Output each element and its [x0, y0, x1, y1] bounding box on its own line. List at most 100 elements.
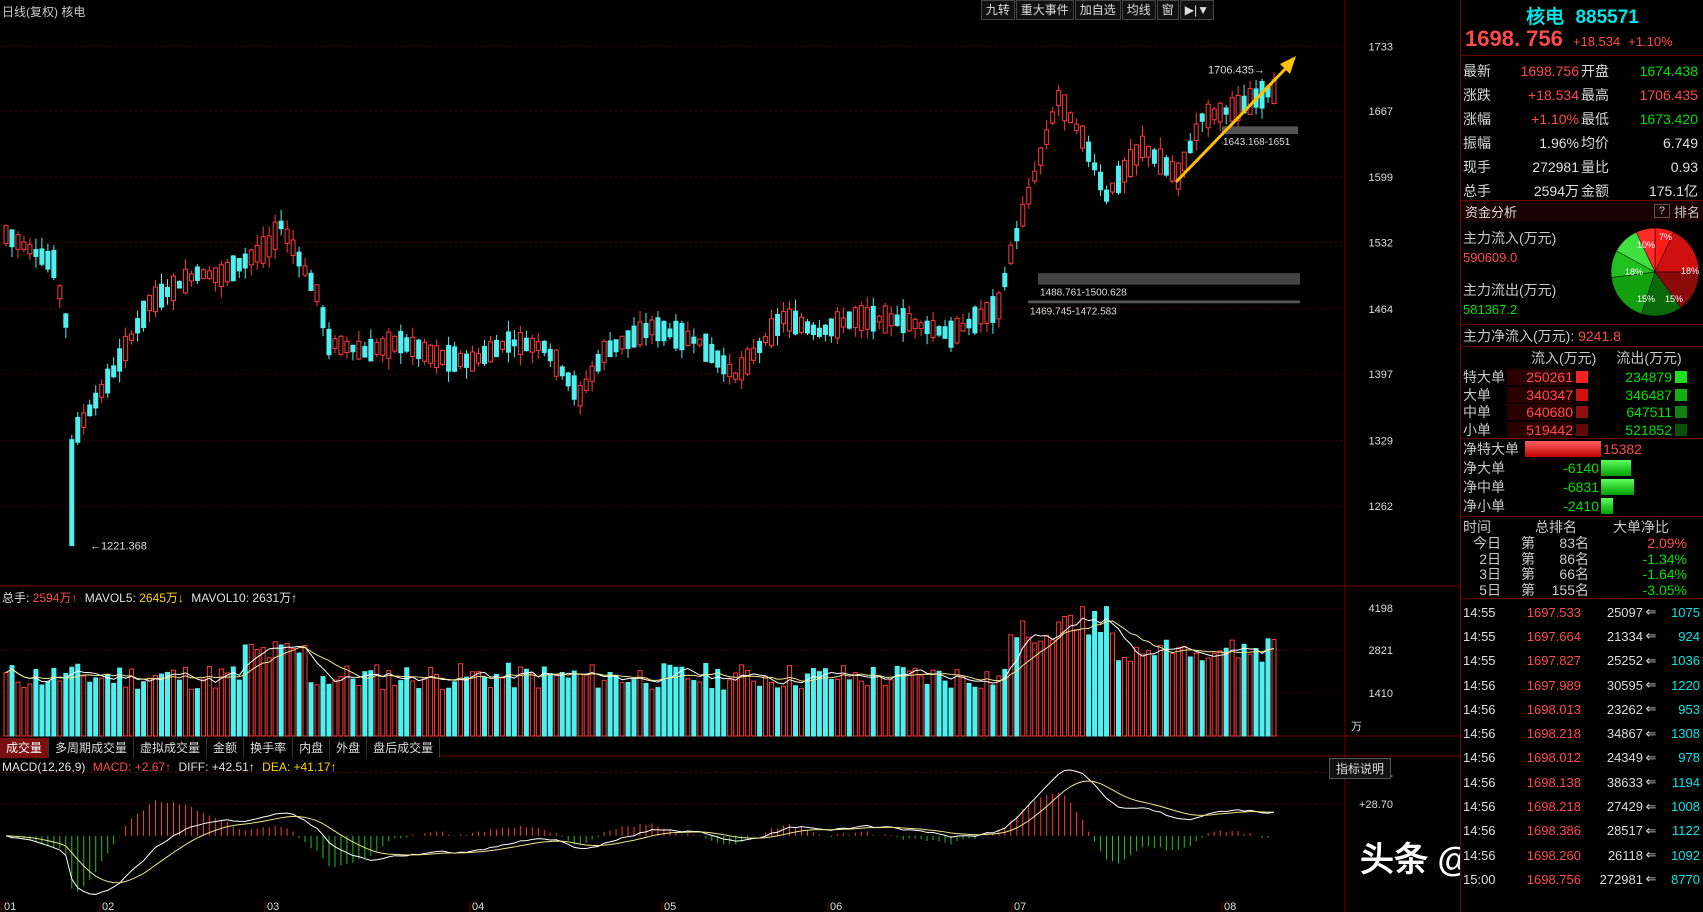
- candle-body: [810, 324, 816, 336]
- candle-body: [1229, 97, 1235, 122]
- candle-body: [410, 336, 416, 357]
- volume-bar: [649, 688, 655, 737]
- volume-bar: [356, 684, 362, 737]
- add-watchlist-button[interactable]: 加自选: [1074, 0, 1121, 20]
- candle-body: [464, 353, 470, 368]
- volume-sub-tabs: 成交量 多周期成交量 虚拟成交量 金额 换手率 内盘 外盘 盘后成交量: [0, 738, 441, 758]
- candle-body: [607, 340, 613, 358]
- candle-body: [601, 340, 607, 363]
- x-axis-label: 06: [830, 901, 842, 912]
- candle-body: [404, 337, 410, 352]
- candle-body: [1038, 147, 1044, 166]
- candle-body: [188, 273, 194, 282]
- tick-price: 1698.013: [1526, 701, 1581, 717]
- quote-value: 0.93: [1670, 159, 1698, 175]
- volume-bar: [493, 673, 499, 737]
- security-name: 核电: [1526, 7, 1565, 28]
- volume-bar: [111, 682, 117, 737]
- volume-bar: [631, 679, 637, 737]
- quote-label: 量比: [1581, 159, 1609, 175]
- total-volume-value: 2594万↑: [32, 591, 78, 605]
- tab-volume[interactable]: 成交量: [0, 738, 50, 758]
- flow-out-value: 647511: [1626, 404, 1672, 420]
- volume-bar: [105, 673, 111, 737]
- candle-body: [170, 275, 176, 302]
- candle-body: [769, 318, 775, 347]
- mavol10-line: [5, 620, 1275, 682]
- rank-prefix: 第: [1521, 581, 1535, 598]
- moving-average-button[interactable]: 均线: [1121, 0, 1156, 20]
- candle-body: [978, 308, 984, 325]
- volume-bar: [1032, 642, 1038, 737]
- candle-body: [63, 313, 69, 328]
- candle-body: [3, 225, 9, 245]
- volume-bar: [75, 663, 81, 737]
- tick-time: 14:56: [1463, 726, 1496, 742]
- help-icon[interactable]: ?: [1653, 204, 1670, 218]
- candle-body: [858, 305, 864, 331]
- volume-bar: [57, 680, 63, 737]
- tick-time: 14:55: [1463, 628, 1496, 644]
- price-header: 1698. 756 +18.534 +1.10%: [1465, 26, 1703, 52]
- volume-bar: [141, 681, 147, 737]
- candle-body: [380, 338, 386, 356]
- volume-bar: [452, 681, 458, 737]
- candle-body: [1139, 135, 1145, 159]
- volume-bar: [1044, 634, 1050, 737]
- tick-amount: 1036: [1671, 653, 1700, 669]
- candle-body: [1074, 123, 1080, 132]
- volume-bar: [972, 686, 978, 737]
- major-events-button[interactable]: 重大事件: [1015, 0, 1074, 20]
- expand-arrow-icon[interactable]: ▶|▼: [1179, 0, 1214, 20]
- chart-area[interactable]: 1733 1667 1599 1532 1464 1397 1329 1262 1488.761…: [0, 0, 1607, 912]
- volume-bar: [936, 670, 942, 737]
- tab-after-hours-volume[interactable]: 盘后成交量: [367, 738, 441, 758]
- volume-bar: [864, 685, 870, 737]
- candle-body: [87, 404, 93, 417]
- tab-virtual-volume[interactable]: 虚拟成交量: [134, 738, 208, 758]
- tick-price: 1698.218: [1526, 726, 1581, 742]
- window-button[interactable]: 窗: [1156, 0, 1179, 20]
- price-tick-label: 1733: [1369, 41, 1393, 53]
- indicator-help-button[interactable]: 指标说明: [1329, 758, 1392, 779]
- candle-body: [254, 244, 260, 263]
- volume-bar: [966, 682, 972, 737]
- tick-direction-icon: ⇐: [1645, 871, 1657, 887]
- candle-body: [703, 333, 709, 362]
- volume-bar: [308, 682, 314, 737]
- tab-turnover[interactable]: 换手率: [244, 738, 294, 758]
- candle-body: [499, 340, 505, 350]
- volume-bar: [440, 688, 446, 737]
- low-price-label: ←1221.368: [90, 541, 147, 553]
- tick-direction-icon: ⇐: [1645, 701, 1657, 717]
- candle-body: [960, 322, 966, 332]
- macd-tick-label: +28.70: [1359, 799, 1393, 811]
- tick-amount: 953: [1678, 701, 1700, 717]
- flow-out-swatch: [1675, 406, 1687, 418]
- volume-tick-label: 2821: [1369, 645, 1393, 657]
- volume-bar: [218, 668, 224, 737]
- rank-suffix: 名: [1575, 566, 1589, 582]
- candle-body: [996, 292, 1002, 320]
- candle-body: [260, 236, 266, 264]
- candle-body: [153, 286, 159, 313]
- quote-value: +18.534: [1528, 87, 1579, 103]
- volume-bar: [428, 666, 434, 737]
- quote-label: 最低: [1581, 111, 1609, 127]
- tab-multi-period-volume[interactable]: 多周期成交量: [49, 738, 135, 758]
- candle-body: [709, 343, 715, 363]
- jiuzhuan-button[interactable]: 九转: [980, 0, 1015, 20]
- flow-row: 中单 640680 647511: [1461, 402, 1703, 422]
- tab-inner[interactable]: 内盘: [293, 738, 331, 758]
- candle-body: [1247, 87, 1253, 115]
- kline-chart-svg[interactable]: 1733 1667 1599 1532 1464 1397 1329 1262 1488.761…: [0, 0, 1460, 912]
- volume-bar: [296, 652, 302, 737]
- tab-outer[interactable]: 外盘: [330, 738, 368, 758]
- volume-bar: [529, 672, 535, 737]
- rank-button[interactable]: 排名: [1673, 204, 1700, 220]
- volume-bar: [900, 667, 906, 737]
- tab-amount[interactable]: 金额: [207, 738, 245, 758]
- volume-bar: [182, 666, 188, 737]
- flow-out-value: 346487: [1625, 386, 1672, 403]
- net-inflow-row: 主力净流入(万元): 9241.8: [1463, 326, 1621, 346]
